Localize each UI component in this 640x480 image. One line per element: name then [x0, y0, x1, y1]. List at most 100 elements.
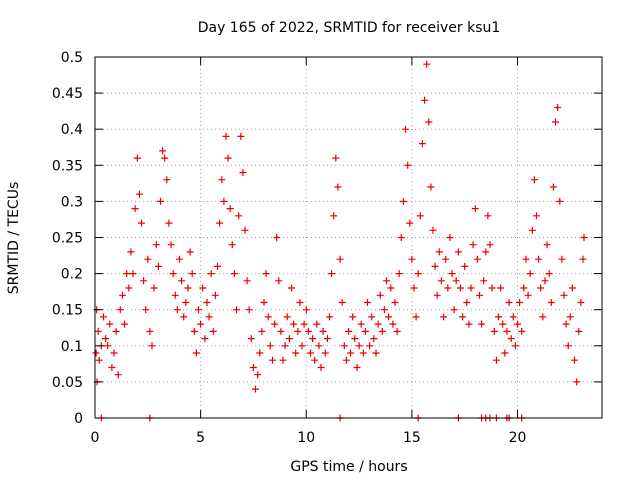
data-point [131, 205, 139, 213]
data-point [313, 320, 321, 328]
data-point [459, 313, 467, 321]
data-point [129, 270, 137, 278]
data-point [380, 306, 388, 314]
data-point [100, 313, 107, 321]
data-point [199, 284, 207, 292]
y-tick-label: 0.4 [61, 122, 83, 138]
data-point [292, 349, 300, 357]
data-point [368, 313, 376, 321]
data-point [478, 320, 486, 328]
data-point [473, 255, 481, 263]
data-point [361, 327, 369, 335]
data-point [281, 342, 289, 350]
data-point [104, 342, 112, 350]
x-tick-label: 0 [91, 430, 100, 446]
data-point [345, 327, 352, 335]
data-point [533, 212, 540, 220]
data-point [501, 349, 509, 357]
data-point [577, 299, 585, 306]
data-point [294, 327, 302, 335]
data-point [332, 154, 340, 162]
data-point [497, 284, 505, 292]
data-point [125, 284, 133, 292]
data-point [541, 277, 549, 285]
grid-lines [95, 57, 602, 418]
data-point [205, 313, 213, 321]
data-point [211, 291, 219, 299]
data-point [102, 335, 110, 343]
x-tick-label: 10 [297, 430, 315, 446]
data-point [182, 299, 190, 306]
data-point [230, 270, 238, 278]
data-point [492, 356, 500, 364]
data-point [209, 327, 217, 335]
data-point [152, 241, 160, 249]
chart-title: Day 165 of 2022, SRMTID for receiver ksu… [198, 20, 501, 36]
data-point [429, 226, 437, 234]
data-point [197, 320, 205, 328]
data-point [203, 299, 211, 306]
data-point [465, 320, 473, 328]
data-point [509, 313, 517, 321]
data-point [349, 313, 357, 321]
data-point [461, 262, 469, 270]
data-point [482, 248, 490, 256]
data-point [216, 219, 224, 227]
data-point [262, 270, 270, 278]
data-point [560, 291, 568, 299]
data-point [95, 356, 103, 364]
data-point [256, 349, 264, 357]
data-point [135, 190, 143, 198]
data-point [543, 241, 551, 249]
data-point [450, 306, 458, 314]
data-point [121, 320, 129, 328]
data-point [579, 255, 587, 263]
data-point [323, 335, 331, 343]
y-tick-label: 0.1 [61, 339, 83, 355]
y-tick-label: 0.05 [52, 375, 83, 391]
data-point [112, 327, 120, 335]
x-tick-label: 5 [196, 430, 205, 446]
data-point [317, 364, 325, 371]
data-point [222, 132, 230, 140]
data-point [397, 234, 405, 241]
x-tick-label: 15 [403, 430, 421, 446]
data-point [514, 320, 521, 328]
data-point [503, 327, 511, 335]
data-point [463, 299, 471, 306]
data-point [315, 342, 323, 350]
x-axis-label: GPS time / hours [290, 459, 407, 475]
data-point [144, 255, 152, 263]
data-point [288, 284, 295, 292]
data-point [275, 277, 283, 285]
data-point [142, 306, 150, 314]
data-point [476, 291, 483, 299]
data-point [366, 342, 374, 350]
data-point [387, 284, 395, 292]
data-point [218, 176, 226, 184]
data-point [408, 255, 416, 263]
data-point [283, 313, 291, 321]
data-point [163, 176, 171, 184]
data-point [518, 327, 526, 335]
data-point [154, 262, 162, 270]
data-point [235, 212, 243, 220]
data-point [404, 161, 412, 169]
data-point [178, 277, 186, 285]
data-point [171, 291, 179, 299]
data-point [146, 327, 154, 335]
data-point [106, 320, 114, 328]
data-point [279, 356, 287, 364]
data-point [237, 132, 245, 140]
data-point [357, 320, 365, 328]
data-point [140, 277, 148, 285]
data-point [201, 335, 209, 343]
data-point [127, 248, 135, 256]
data-point [347, 349, 355, 357]
data-point [334, 183, 342, 191]
data-point [499, 320, 507, 328]
data-point [414, 270, 422, 278]
data-point [302, 306, 310, 314]
data-point [92, 349, 100, 357]
